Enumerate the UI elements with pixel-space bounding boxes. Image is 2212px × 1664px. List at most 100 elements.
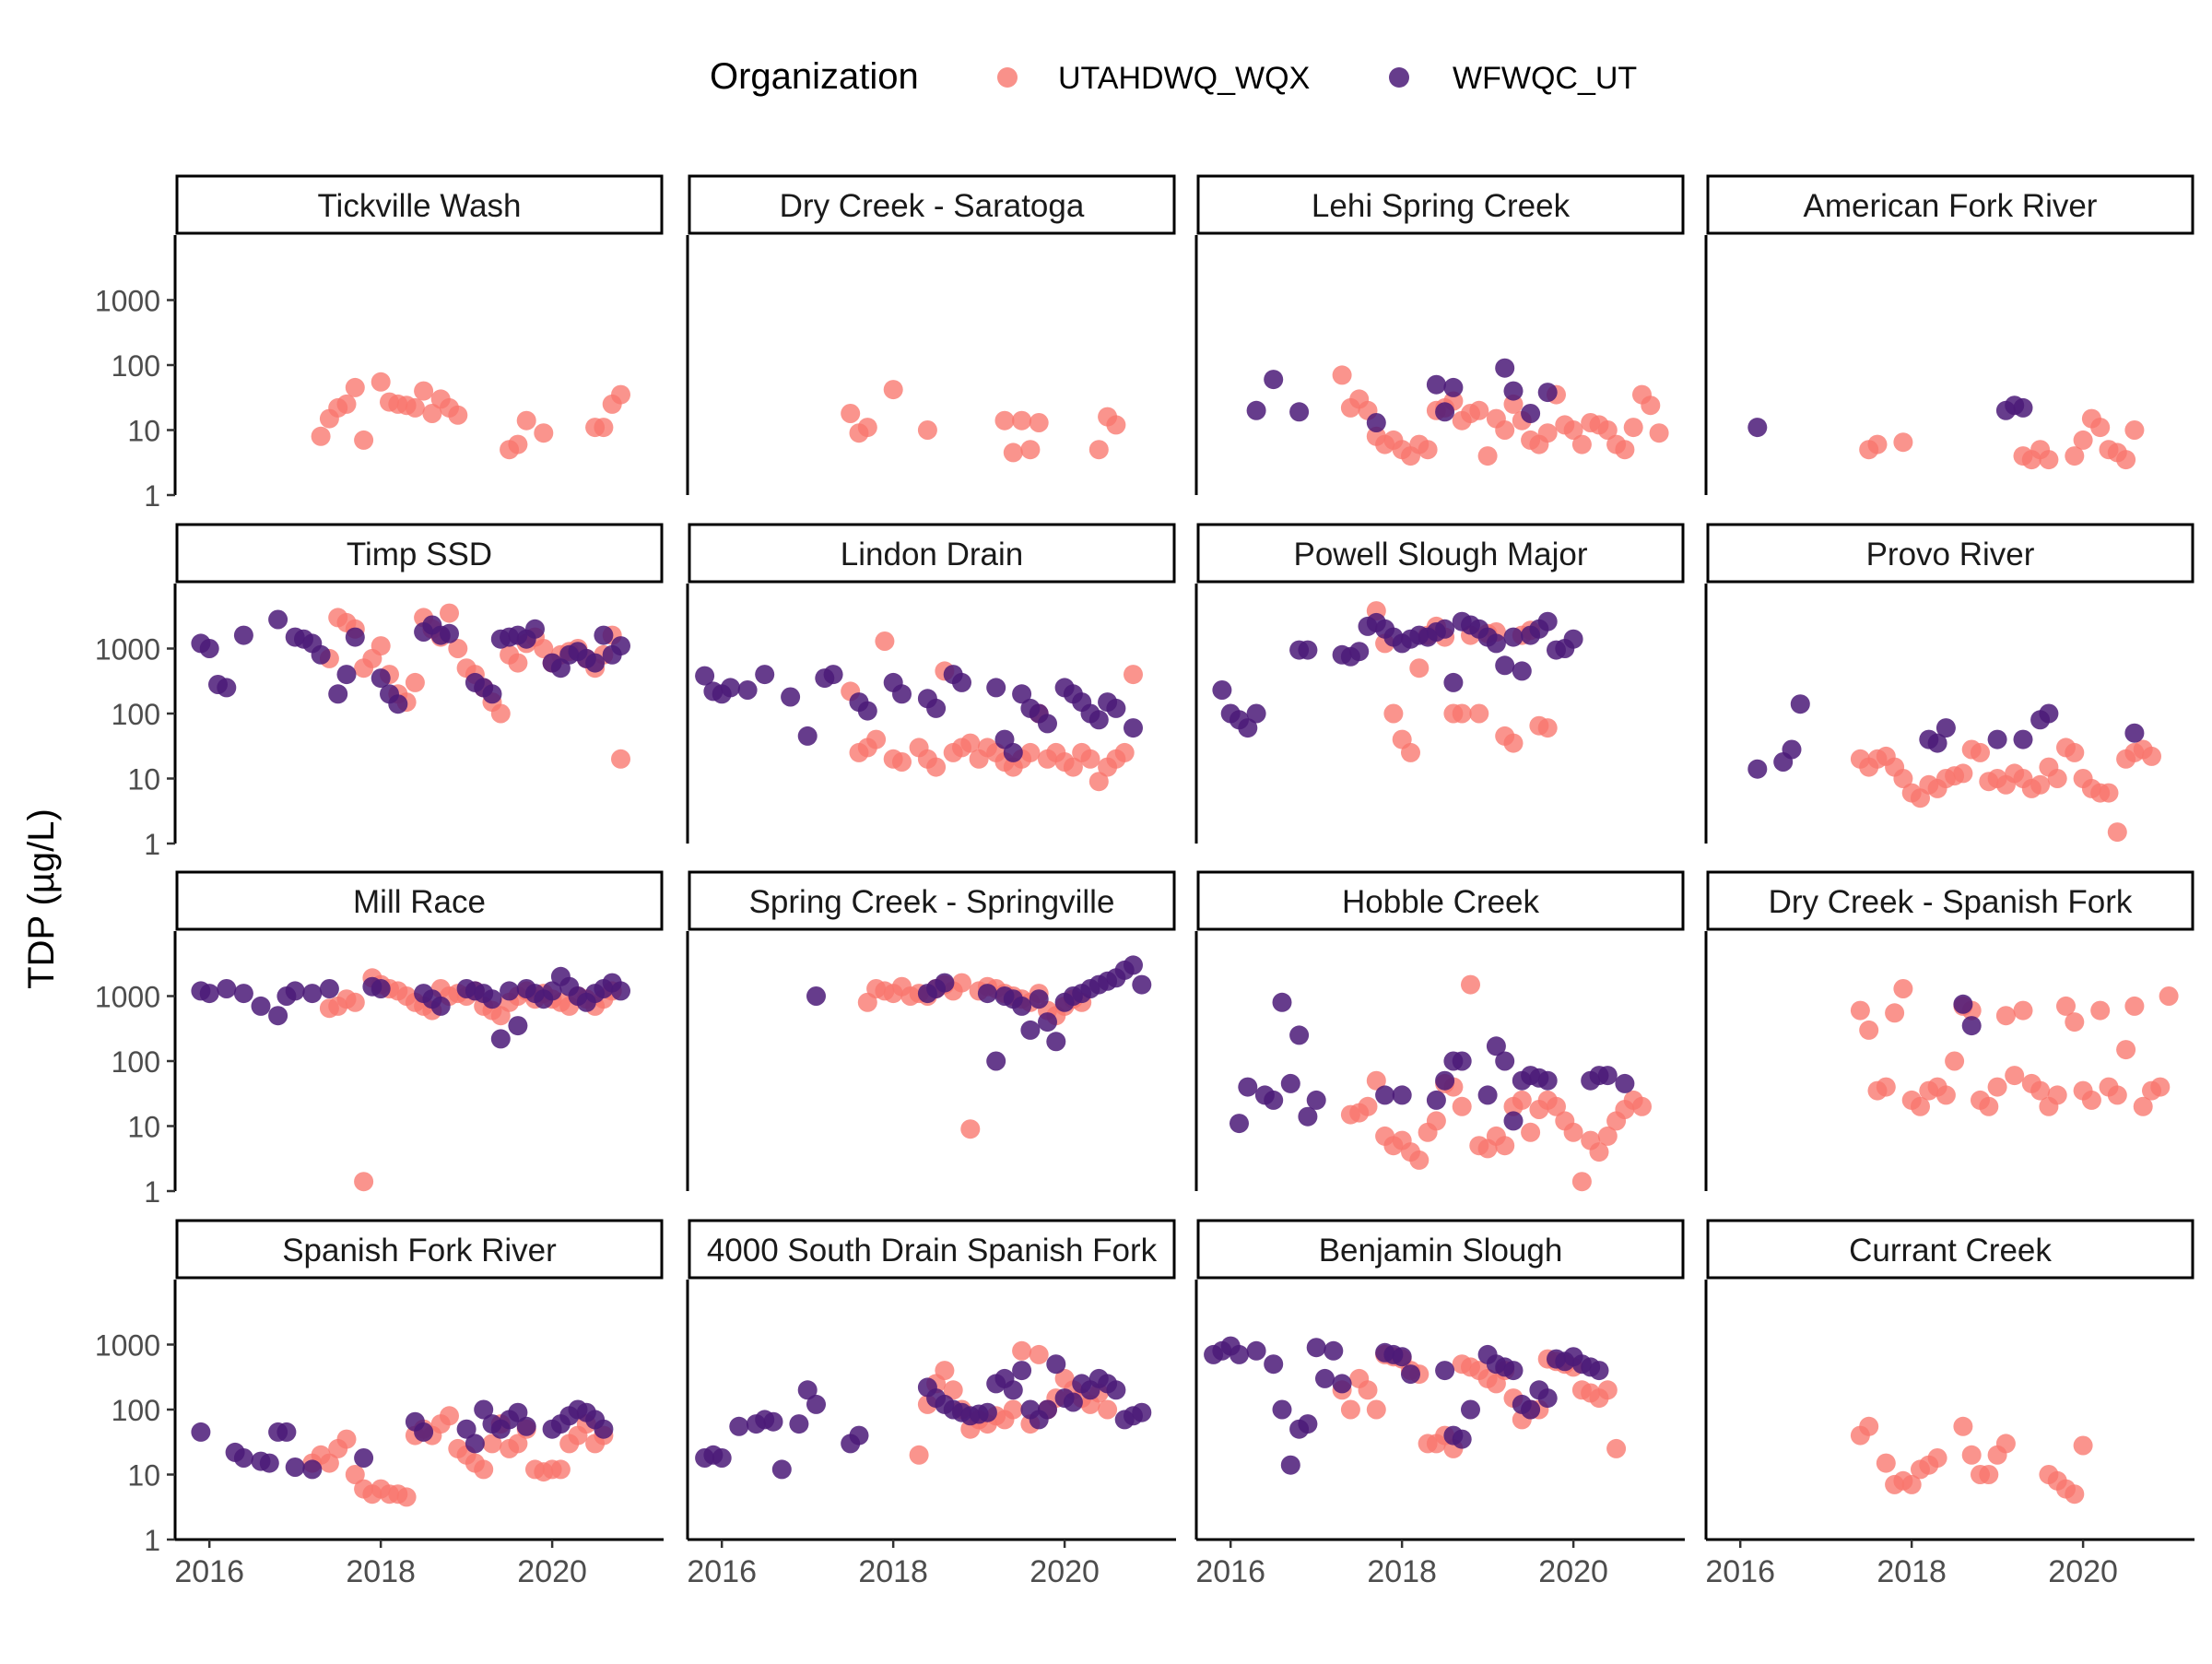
y-tick-label: 1000: [95, 285, 160, 318]
data-point: [448, 639, 468, 658]
data-point: [1521, 1399, 1541, 1420]
data-point: [311, 426, 331, 446]
data-point: [926, 698, 947, 718]
data-point: [797, 726, 818, 746]
data-point: [302, 984, 323, 1004]
x-tick-label: 2018: [858, 1554, 928, 1589]
data-point: [1486, 1036, 1506, 1056]
data-point: [960, 733, 981, 753]
strip-title: Provo River: [1866, 537, 2035, 572]
data-point: [1911, 1096, 1930, 1116]
data-point: [2073, 430, 2093, 450]
data-point: [336, 1429, 357, 1449]
data-point: [1927, 1448, 1947, 1468]
data-point: [354, 430, 374, 450]
data-point: [1521, 404, 1541, 423]
data-point: [1426, 374, 1446, 395]
data-point: [1012, 1340, 1032, 1361]
strip: [1196, 523, 1685, 584]
data-point: [1641, 395, 1661, 416]
data-point: [1230, 1344, 1249, 1364]
data-point: [943, 1380, 963, 1400]
data-point: [1495, 420, 1515, 440]
data-point: [1452, 1429, 1472, 1449]
data-point: [1366, 413, 1386, 432]
data-point: [233, 984, 253, 1004]
data-point: [1029, 989, 1049, 1009]
data-point: [1088, 710, 1109, 730]
data-point: [935, 973, 955, 993]
panel-4: American Fork River: [1704, 174, 2194, 495]
data-point: [217, 979, 237, 998]
data-point: [1409, 658, 1430, 679]
data-point: [1571, 434, 1592, 454]
data-point: [1503, 381, 1524, 401]
x-tick-label: 2020: [1538, 1554, 1608, 1589]
data-point: [1512, 661, 1532, 681]
data-point: [2116, 450, 2136, 470]
data-point: [1063, 1392, 1083, 1412]
data-point: [414, 381, 434, 401]
strip: [688, 1219, 1176, 1280]
data-point: [1349, 642, 1370, 662]
data-point: [594, 1419, 614, 1439]
data-point: [1020, 742, 1041, 762]
data-point: [1452, 1051, 1472, 1071]
data-point: [1435, 1070, 1455, 1091]
data-point: [1615, 440, 1635, 460]
data-point: [1901, 1474, 1922, 1494]
data-point: [268, 609, 288, 630]
strip: [175, 870, 664, 931]
data-point: [268, 1006, 288, 1026]
x-tick-label: 2016: [1195, 1554, 1265, 1589]
data-point: [1443, 672, 1464, 692]
strip-title: Dry Creek - Spanish Fork: [1769, 884, 2133, 920]
x-tick-label: 2016: [174, 1554, 244, 1589]
data-point: [1306, 1090, 1326, 1110]
strip-title: Mill Race: [353, 884, 486, 920]
data-point: [1790, 694, 1810, 714]
data-point: [594, 418, 614, 438]
y-tick-label: 1: [144, 479, 160, 513]
data-point: [508, 1016, 528, 1036]
data-point: [1885, 1003, 1905, 1023]
data-point: [594, 625, 614, 645]
y-tick-label: 10: [127, 415, 160, 448]
data-point: [1088, 772, 1109, 792]
data-point: [474, 1459, 494, 1480]
data-point: [1003, 742, 1023, 762]
data-point: [440, 603, 459, 623]
data-point: [2159, 986, 2179, 1006]
data-point: [1987, 729, 2007, 749]
data-point: [2116, 1040, 2136, 1060]
data-point: [2124, 996, 2145, 1016]
data-point: [763, 1411, 783, 1432]
data-point: [500, 981, 520, 1001]
data-point: [285, 981, 305, 1001]
data-point: [1246, 703, 1266, 724]
x-tick-label: 2016: [687, 1554, 757, 1589]
data-point: [1124, 718, 1143, 738]
strip: [1196, 1219, 1685, 1280]
panel-5: Timp SSD 1 10 100 1000: [95, 523, 664, 861]
data-point: [1512, 1090, 1532, 1110]
panel-12: Dry Creek - Spanish Fork: [1704, 870, 2194, 1191]
data-point: [1936, 1085, 1956, 1105]
data-point: [935, 1361, 955, 1381]
data-point: [371, 979, 391, 998]
data-point: [1537, 383, 1558, 403]
panel-1: Tickville Wash 1 10 100 1000: [95, 174, 664, 513]
y-axis-title: TDP (µg/L): [21, 808, 62, 989]
data-point: [2133, 1096, 2153, 1116]
strip: [175, 174, 664, 235]
data-point: [611, 981, 630, 1001]
data-point: [448, 405, 468, 425]
data-point: [1332, 1374, 1352, 1394]
data-point: [1264, 1354, 1284, 1375]
data-point: [1238, 1077, 1258, 1097]
data-point: [1893, 979, 1913, 998]
data-point: [986, 1051, 1006, 1071]
data-point: [1589, 1142, 1609, 1162]
panel-11: Hobble Creek: [1194, 870, 1685, 1192]
